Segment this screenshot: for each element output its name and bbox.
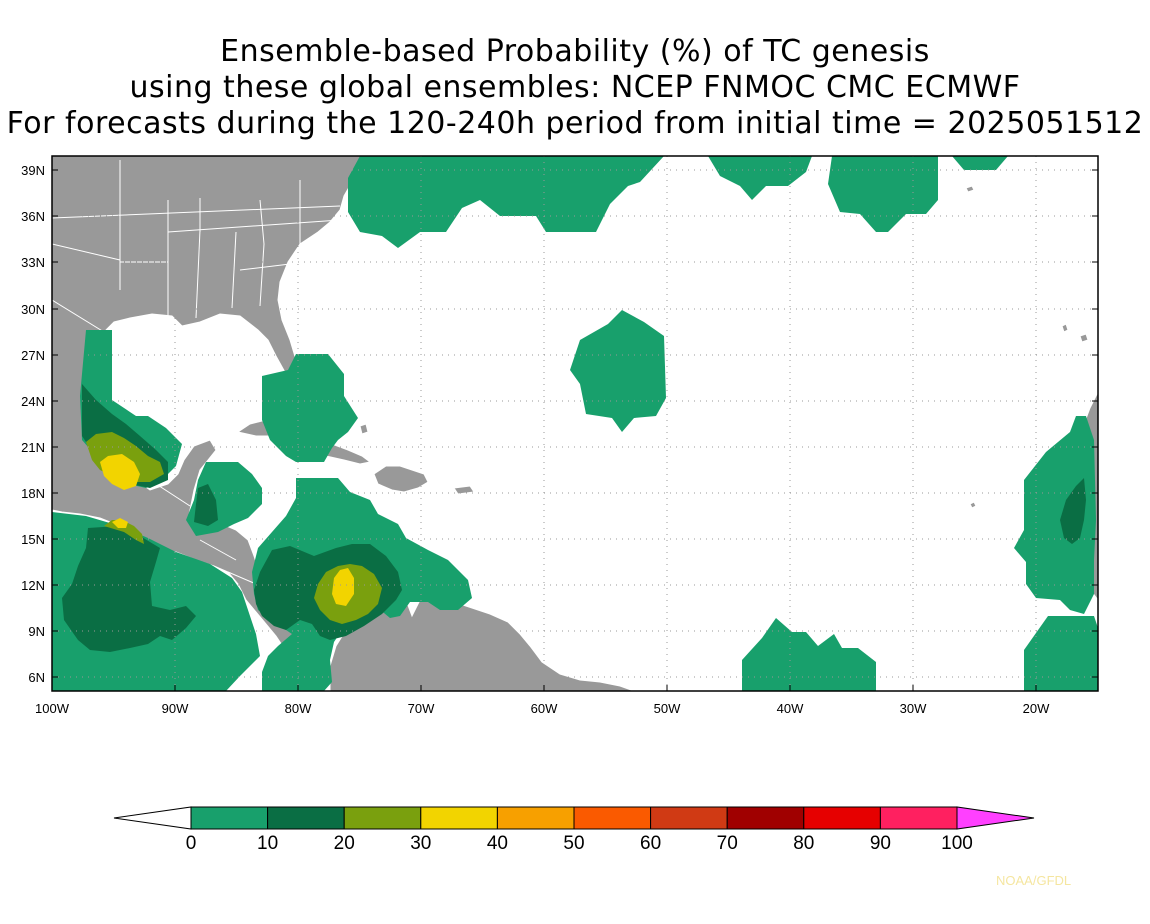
graticule bbox=[52, 156, 1098, 691]
colorbar-arrow-low bbox=[113, 806, 192, 830]
colorbar-segment bbox=[190, 806, 269, 830]
colorbar-arrow-high bbox=[956, 806, 1035, 830]
lon-labels: 100W 90W 80W 70W 60W 50W 40W 30W 20W bbox=[35, 701, 1050, 716]
prob-region-africa-coast bbox=[1014, 416, 1096, 614]
colorbar-label: 70 bbox=[717, 833, 738, 854]
colorbar-label: 50 bbox=[563, 833, 584, 854]
prob-region-south-40w bbox=[742, 618, 876, 691]
land-cape-verde bbox=[965, 185, 977, 509]
lat-label: 36N bbox=[21, 209, 45, 224]
prob-region-florida bbox=[262, 354, 358, 462]
prob-40-50-layer bbox=[100, 454, 354, 606]
lon-label: 80W bbox=[285, 701, 312, 716]
lat-label: 39N bbox=[21, 163, 45, 178]
colorbar-label: 30 bbox=[410, 833, 431, 854]
prob-region-north-25w bbox=[952, 156, 1008, 170]
title-line-1: Ensemble-based Probability (%) of TC gen… bbox=[220, 34, 930, 69]
lat-label: 24N bbox=[21, 394, 45, 409]
prob-region-africa-south bbox=[1024, 616, 1098, 691]
lat-labels: 39N 36N 33N 30N 27N 24N 21N 18N 15N 12N … bbox=[21, 163, 45, 685]
colorbar-segment bbox=[573, 806, 652, 830]
lon-label: 50W bbox=[654, 701, 681, 716]
prob-region-pacific-30 bbox=[104, 520, 144, 544]
colorbar-label: 20 bbox=[334, 833, 355, 854]
prob-region-us-east-coast bbox=[348, 156, 664, 248]
colorbar-segment bbox=[803, 806, 881, 830]
lon-label: 90W bbox=[162, 701, 189, 716]
prob-region-gulf-40 bbox=[100, 454, 140, 490]
prob-region-pacific-40 bbox=[112, 518, 128, 528]
lat-label: 9N bbox=[28, 624, 45, 639]
prob-region-pacific-20 bbox=[62, 526, 196, 652]
lon-label: 30W bbox=[900, 701, 927, 716]
lat-label: 18N bbox=[21, 486, 45, 501]
prob-region-africa-20 bbox=[1060, 478, 1086, 544]
credit-text: NOAA/GFDL bbox=[996, 873, 1072, 888]
title-line-3: For forecasts during the 120-240h period… bbox=[6, 106, 1144, 141]
colorbar-segment bbox=[267, 806, 345, 830]
lat-label: 33N bbox=[21, 255, 45, 270]
lon-label: 20W bbox=[1023, 701, 1050, 716]
land-canary-islands bbox=[1061, 323, 1089, 343]
lat-label: 6N bbox=[28, 670, 45, 685]
lat-label: 15N bbox=[21, 532, 45, 547]
prob-region-north-40w bbox=[708, 156, 812, 200]
prob-region-caribbean-40 bbox=[332, 568, 354, 606]
colorbar-label: 10 bbox=[257, 833, 278, 854]
lon-label: 70W bbox=[408, 701, 435, 716]
lat-label: 30N bbox=[21, 302, 45, 317]
prob-region-central-atlantic bbox=[570, 310, 666, 432]
map-frame bbox=[51, 155, 1099, 692]
land-hispaniola bbox=[373, 465, 429, 493]
colorbar: 0 10 20 30 40 50 60 70 80 90 100 bbox=[113, 806, 1035, 854]
colorbar-label: 0 bbox=[186, 833, 197, 854]
colorbar-segment bbox=[420, 806, 498, 830]
colorbar-segment bbox=[343, 806, 422, 830]
lon-label: 100W bbox=[35, 701, 70, 716]
colorbar-segment bbox=[650, 806, 728, 830]
colorbar-label: 100 bbox=[941, 833, 973, 854]
lat-label: 27N bbox=[21, 348, 45, 363]
title-line-2: using these global ensembles: NCEP FNMOC… bbox=[129, 70, 1021, 105]
colorbar-segment bbox=[879, 806, 958, 830]
colorbar-segment bbox=[726, 806, 805, 830]
lat-axis bbox=[52, 169, 1098, 678]
land-puerto-rico bbox=[453, 485, 475, 495]
colorbar-label: 80 bbox=[793, 833, 814, 854]
colorbar-label: 90 bbox=[870, 833, 891, 854]
lon-axis bbox=[174, 685, 1037, 691]
lon-label: 40W bbox=[777, 701, 804, 716]
prob-region-yucatan-20 bbox=[194, 484, 218, 526]
colorbar-segment bbox=[496, 806, 575, 830]
lat-label: 21N bbox=[21, 440, 45, 455]
lon-label: 60W bbox=[531, 701, 558, 716]
lat-label: 12N bbox=[21, 578, 45, 593]
prob-region-north-33w bbox=[828, 156, 938, 232]
colorbar-label: 40 bbox=[487, 833, 508, 854]
colorbar-label: 60 bbox=[640, 833, 661, 854]
